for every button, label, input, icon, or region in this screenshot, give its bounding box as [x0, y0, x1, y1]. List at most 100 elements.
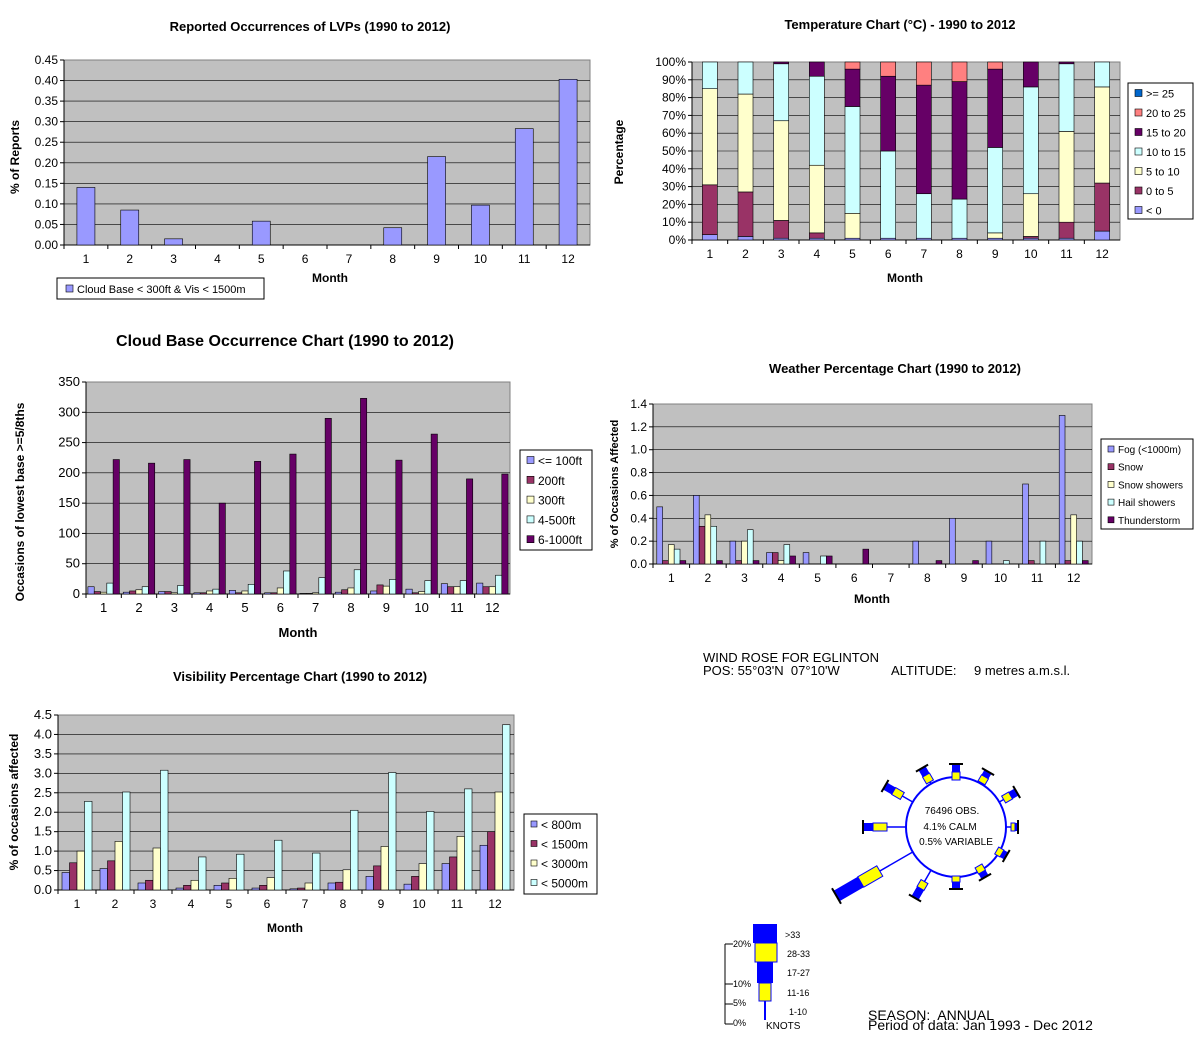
bar: [668, 544, 675, 565]
y-tick-label: 100: [58, 525, 80, 540]
wind-arm-blue: [978, 870, 989, 880]
legend-swatch: [526, 535, 535, 544]
bar: [341, 589, 349, 595]
bar: [1094, 86, 1110, 184]
bar: [1023, 61, 1039, 88]
bar: [141, 586, 149, 595]
legend-label: <= 100ft: [538, 454, 583, 468]
bar: [212, 588, 220, 595]
bar: [464, 788, 473, 891]
bar: [1058, 63, 1075, 132]
bar: [158, 591, 166, 595]
legend-label: < 0: [1146, 206, 1162, 218]
bar: [916, 84, 932, 195]
legend-label: 15 to 20: [1146, 128, 1186, 140]
x-tick-label: 11: [1060, 247, 1073, 261]
key-speed-label: 1-10: [789, 1007, 807, 1017]
bar: [772, 552, 779, 565]
bar: [380, 846, 389, 891]
key-speed-28-33: [754, 942, 778, 963]
bar: [1094, 230, 1110, 241]
bar: [789, 555, 796, 565]
bar: [844, 68, 861, 107]
x-tick-label: 7: [302, 897, 309, 911]
bar: [916, 193, 932, 239]
bar: [1022, 483, 1029, 565]
y-tick-label: 40%: [662, 162, 686, 176]
bar: [951, 198, 968, 239]
lvp-chart: 0.00 0.05 0.10 0.15 0.20 0.25 0.30 0.35 0.40 0.45…: [8, 19, 591, 300]
y-tick-label: 4.0: [34, 726, 52, 741]
legend-swatch: [526, 495, 535, 504]
bar: [373, 865, 382, 891]
x-axis-label: Month: [267, 921, 303, 935]
bar: [951, 81, 968, 200]
x-tick-label: 9: [383, 600, 390, 615]
bar: [327, 882, 336, 891]
x-tick-label: 4: [214, 252, 221, 266]
x-axis-label: Month: [854, 592, 890, 606]
bar: [459, 580, 467, 595]
x-tick-label: 1: [706, 247, 713, 261]
bar: [350, 809, 359, 891]
wind-arm-yellow: [890, 786, 905, 801]
bar: [844, 213, 861, 239]
bar: [213, 885, 222, 891]
bar: [479, 844, 488, 891]
visibility-chart: 0.00.51.01.52.02.53.03.54.04.51 2 3 4 5 6 7 8 9 1…: [7, 669, 598, 935]
key-scale-label: 0%: [733, 1018, 746, 1028]
y-tick-label: 10%: [662, 215, 686, 229]
wind-arm-blue: [1015, 823, 1018, 831]
wind-rose-arms: [831, 763, 1021, 905]
y-tick-label: 30%: [662, 180, 686, 194]
x-tick-label: 4: [188, 897, 195, 911]
x-tick-label: 12: [488, 897, 502, 911]
plot-area: [63, 59, 591, 246]
y-tick-label: 0.40: [35, 74, 59, 88]
key-scale-label: 5%: [733, 998, 746, 1008]
bar: [199, 592, 207, 595]
y-tick-label: 1.5: [34, 824, 52, 839]
x-tick-label: 2: [742, 247, 749, 261]
y-tick-label: 3.5: [34, 746, 52, 761]
bar: [773, 120, 789, 221]
legend-swatch: [1107, 498, 1115, 506]
bar: [148, 462, 156, 595]
bar: [370, 590, 378, 595]
bar: [880, 150, 896, 239]
bar: [773, 220, 789, 239]
plot-area: [652, 403, 1093, 565]
bar: [453, 586, 461, 595]
x-tick-label: 1: [100, 600, 107, 615]
bar: [441, 863, 450, 891]
legend-label: Fog (<1000m): [1118, 445, 1181, 456]
y-tick-label: 50%: [662, 144, 686, 158]
wind-arm-cap: [831, 887, 842, 905]
wind-rose-key: 20% 10% 5% 0% >33 28-33 17-27 11-16 1-10…: [724, 924, 810, 1032]
bar: [773, 63, 789, 122]
bar: [276, 587, 284, 595]
bar: [737, 191, 754, 237]
bar: [704, 514, 712, 565]
y-tick-label: 0%: [669, 233, 687, 247]
x-tick-label: 8: [347, 600, 354, 615]
legend-swatch: [1134, 206, 1143, 214]
bar: [716, 560, 723, 565]
wind-rose-period: Period of data: Jan 1993 - Dec 2012: [868, 1017, 1093, 1033]
wind-arm-cap: [908, 893, 922, 903]
legend-swatch: [1134, 167, 1143, 175]
y-tick-label: 20%: [662, 197, 686, 211]
bar: [809, 61, 825, 77]
bar: [190, 879, 199, 891]
wind-rose: 76496 OBS. 4.1% CALM 0.5% VARIABLE 20% 1…: [724, 763, 1021, 1032]
x-tick-label: 6: [302, 252, 309, 266]
y-axis-label: % of Reports: [8, 120, 22, 194]
key-speed-label: >33: [785, 930, 800, 940]
y-tick-label: 70%: [662, 108, 686, 122]
x-tick-label: 4: [813, 247, 820, 261]
x-tick-label: 10: [1024, 247, 1038, 261]
chart-title: Visibility Percentage Chart (1990 to 201…: [173, 669, 427, 684]
bar: [164, 238, 183, 246]
bar: [456, 836, 465, 891]
y-axis-label: Occasions of lowest base >=5/8ths: [13, 402, 27, 601]
